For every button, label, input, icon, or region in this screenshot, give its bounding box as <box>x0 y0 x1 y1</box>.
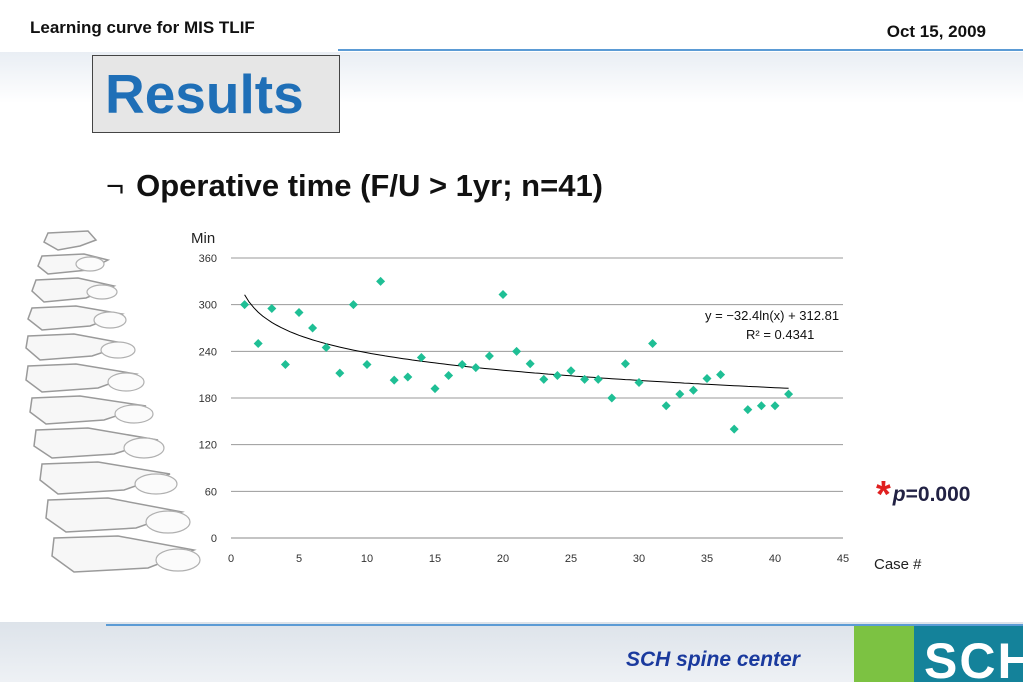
data-point <box>512 346 522 356</box>
data-point <box>661 401 671 411</box>
y-tick-label: 60 <box>205 486 217 498</box>
p-symbol: p <box>892 483 906 506</box>
x-tick-label: 35 <box>701 553 713 565</box>
x-tick-labels: 0 5 10 15 20 25 30 35 40 45 <box>228 553 849 565</box>
logo-green-block <box>854 626 914 682</box>
bullet-glyph: ¬ <box>106 168 125 203</box>
slide-title: Results <box>105 63 304 125</box>
y-tick-label: 360 <box>199 253 217 265</box>
data-point <box>430 384 440 394</box>
header-date: Oct 15, 2009 <box>886 22 986 41</box>
data-point <box>539 374 549 384</box>
data-point <box>620 359 630 369</box>
logo-teal-block <box>914 626 1023 682</box>
data-point <box>280 360 290 370</box>
footer-text: SCH spine center <box>626 648 800 671</box>
trendline-equation: y = −32.4ln(x) + 312.81 <box>705 308 839 323</box>
data-point <box>253 339 263 349</box>
data-point <box>784 389 794 399</box>
data-point <box>580 374 590 384</box>
data-point <box>348 300 358 310</box>
data-point <box>566 366 576 376</box>
slide-title-box: Results <box>92 55 340 133</box>
y-tick-label: 120 <box>199 440 217 452</box>
trendline <box>244 294 789 389</box>
p-value-note: *p=0.000 <box>876 474 970 517</box>
data-point <box>416 353 426 363</box>
data-point <box>362 360 372 370</box>
data-point <box>634 377 644 387</box>
x-tick-label: 5 <box>296 553 302 565</box>
x-axis-title: Case # <box>874 556 922 573</box>
data-point <box>498 290 508 300</box>
data-point <box>729 424 739 434</box>
data-point <box>471 363 481 373</box>
x-tick-label: 25 <box>565 553 577 565</box>
data-point <box>240 300 250 310</box>
y-tick-labels: 0 60 120 180 240 300 360 <box>199 253 217 545</box>
data-point <box>525 359 535 369</box>
data-point <box>484 351 494 361</box>
bullet-text: Operative time (F/U > 1yr; n=41) <box>136 168 604 203</box>
data-point <box>376 276 386 286</box>
header-band <box>0 0 1023 52</box>
x-tick-label: 15 <box>429 553 441 565</box>
sch-logo: SCH <box>854 626 1023 682</box>
data-point <box>716 370 726 380</box>
data-point <box>770 401 780 411</box>
data-point <box>308 323 318 333</box>
header-rule <box>338 49 1023 51</box>
footer-rule <box>106 624 1023 626</box>
data-point <box>444 370 454 380</box>
y-tick-label: 180 <box>199 393 217 405</box>
data-point <box>552 370 562 380</box>
y-tick-label: 240 <box>199 346 217 358</box>
data-point <box>743 405 753 415</box>
data-points <box>240 276 794 434</box>
data-point <box>294 307 304 317</box>
data-point <box>321 342 331 352</box>
gridlines <box>231 257 843 492</box>
data-point <box>702 374 712 384</box>
data-point <box>675 389 685 399</box>
trendline-r2: R² = 0.4341 <box>746 327 814 342</box>
data-point <box>457 360 467 370</box>
data-point <box>593 374 603 384</box>
logo-text: SCH <box>924 633 1023 682</box>
x-tick-label: 45 <box>837 553 849 565</box>
x-tick-label: 10 <box>361 553 373 565</box>
data-point <box>648 339 658 349</box>
data-point <box>267 304 277 314</box>
data-point <box>607 393 617 403</box>
bullet-item: ¬ Operative time (F/U > 1yr; n=41) <box>106 168 603 204</box>
x-tick-label: 20 <box>497 553 509 565</box>
y-tick-label: 0 <box>211 533 217 545</box>
x-tick-label: 40 <box>769 553 781 565</box>
p-value: =0.000 <box>905 483 971 506</box>
data-point <box>403 372 413 382</box>
footer-band <box>0 622 1023 682</box>
y-axis-title: Min <box>191 230 215 247</box>
x-tick-label: 30 <box>633 553 645 565</box>
significance-star: * <box>876 474 891 516</box>
spine-illustration <box>18 228 218 593</box>
data-point <box>756 401 766 411</box>
data-point <box>335 368 345 378</box>
data-point <box>389 375 399 385</box>
header-title: Learning curve for MIS TLIF <box>30 18 255 37</box>
y-tick-label: 300 <box>199 300 217 312</box>
data-point <box>688 385 698 395</box>
x-tick-label: 0 <box>228 553 234 565</box>
